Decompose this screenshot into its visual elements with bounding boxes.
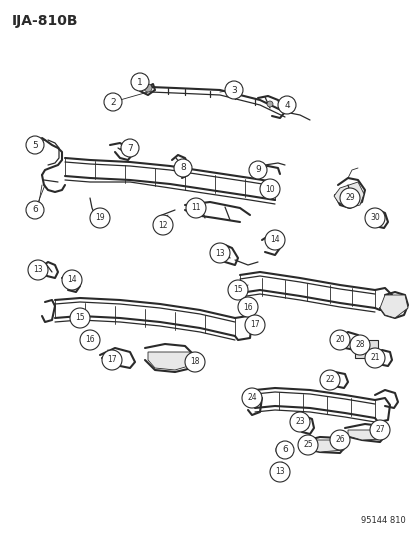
Text: 13: 13 <box>215 248 224 257</box>
Circle shape <box>369 420 389 440</box>
Circle shape <box>329 330 349 350</box>
Circle shape <box>277 96 295 114</box>
Circle shape <box>185 352 204 372</box>
Circle shape <box>237 297 257 317</box>
Circle shape <box>144 84 152 92</box>
Text: 1: 1 <box>137 77 142 86</box>
Circle shape <box>264 230 284 250</box>
Text: 17: 17 <box>249 320 259 329</box>
Circle shape <box>93 216 101 224</box>
Text: 14: 14 <box>270 236 279 245</box>
Text: 95144 810: 95144 810 <box>361 516 405 525</box>
Circle shape <box>173 159 192 177</box>
Text: 21: 21 <box>369 353 379 362</box>
Circle shape <box>289 412 309 432</box>
Polygon shape <box>147 352 192 370</box>
Text: 24: 24 <box>247 393 256 402</box>
Circle shape <box>329 430 349 450</box>
Text: 5: 5 <box>32 141 38 149</box>
Text: 27: 27 <box>374 425 384 434</box>
Circle shape <box>364 348 384 368</box>
Circle shape <box>297 435 317 455</box>
Circle shape <box>209 243 230 263</box>
Text: 13: 13 <box>33 265 43 274</box>
Polygon shape <box>354 340 377 358</box>
Text: 19: 19 <box>95 214 104 222</box>
Circle shape <box>121 139 139 157</box>
Text: 6: 6 <box>281 446 287 455</box>
Polygon shape <box>379 295 407 318</box>
Text: 22: 22 <box>325 376 334 384</box>
Text: 9: 9 <box>254 166 260 174</box>
Text: 23: 23 <box>294 417 304 426</box>
Circle shape <box>266 101 272 107</box>
Text: 8: 8 <box>180 164 185 173</box>
Text: 25: 25 <box>302 440 312 449</box>
Circle shape <box>104 93 122 111</box>
Circle shape <box>349 335 369 355</box>
Text: 6: 6 <box>32 206 38 214</box>
Text: 29: 29 <box>344 193 354 203</box>
Circle shape <box>242 388 261 408</box>
Text: 18: 18 <box>190 358 199 367</box>
Circle shape <box>62 270 82 290</box>
Circle shape <box>153 215 173 235</box>
Text: 15: 15 <box>75 313 85 322</box>
Circle shape <box>244 315 264 335</box>
Circle shape <box>275 441 293 459</box>
Circle shape <box>248 161 266 179</box>
Circle shape <box>269 462 289 482</box>
Circle shape <box>259 179 279 199</box>
Text: 17: 17 <box>107 356 116 365</box>
Text: 7: 7 <box>127 143 133 152</box>
Text: 12: 12 <box>158 221 167 230</box>
Text: 30: 30 <box>369 214 379 222</box>
Text: 11: 11 <box>191 204 200 213</box>
Polygon shape <box>347 430 383 440</box>
Text: 20: 20 <box>335 335 344 344</box>
Circle shape <box>319 370 339 390</box>
Circle shape <box>228 280 247 300</box>
Text: 4: 4 <box>283 101 289 109</box>
Text: 16: 16 <box>242 303 252 311</box>
Circle shape <box>26 136 44 154</box>
Text: 15: 15 <box>233 286 242 295</box>
Polygon shape <box>301 440 343 452</box>
Circle shape <box>131 73 149 91</box>
Circle shape <box>364 208 384 228</box>
Circle shape <box>264 183 274 193</box>
Text: 14: 14 <box>67 276 77 285</box>
Text: 2: 2 <box>110 98 116 107</box>
Text: 28: 28 <box>354 341 364 350</box>
Circle shape <box>26 201 44 219</box>
Circle shape <box>90 208 110 228</box>
Text: 26: 26 <box>335 435 344 445</box>
Circle shape <box>224 81 242 99</box>
Polygon shape <box>333 182 363 208</box>
Text: 3: 3 <box>230 85 236 94</box>
Circle shape <box>185 198 206 218</box>
Circle shape <box>28 260 48 280</box>
Text: 10: 10 <box>265 184 274 193</box>
Text: 13: 13 <box>275 467 284 477</box>
Circle shape <box>80 330 100 350</box>
Circle shape <box>339 188 359 208</box>
Circle shape <box>102 350 122 370</box>
Circle shape <box>275 444 287 456</box>
Circle shape <box>70 308 90 328</box>
Text: 16: 16 <box>85 335 95 344</box>
Text: IJA-810B: IJA-810B <box>12 14 78 28</box>
